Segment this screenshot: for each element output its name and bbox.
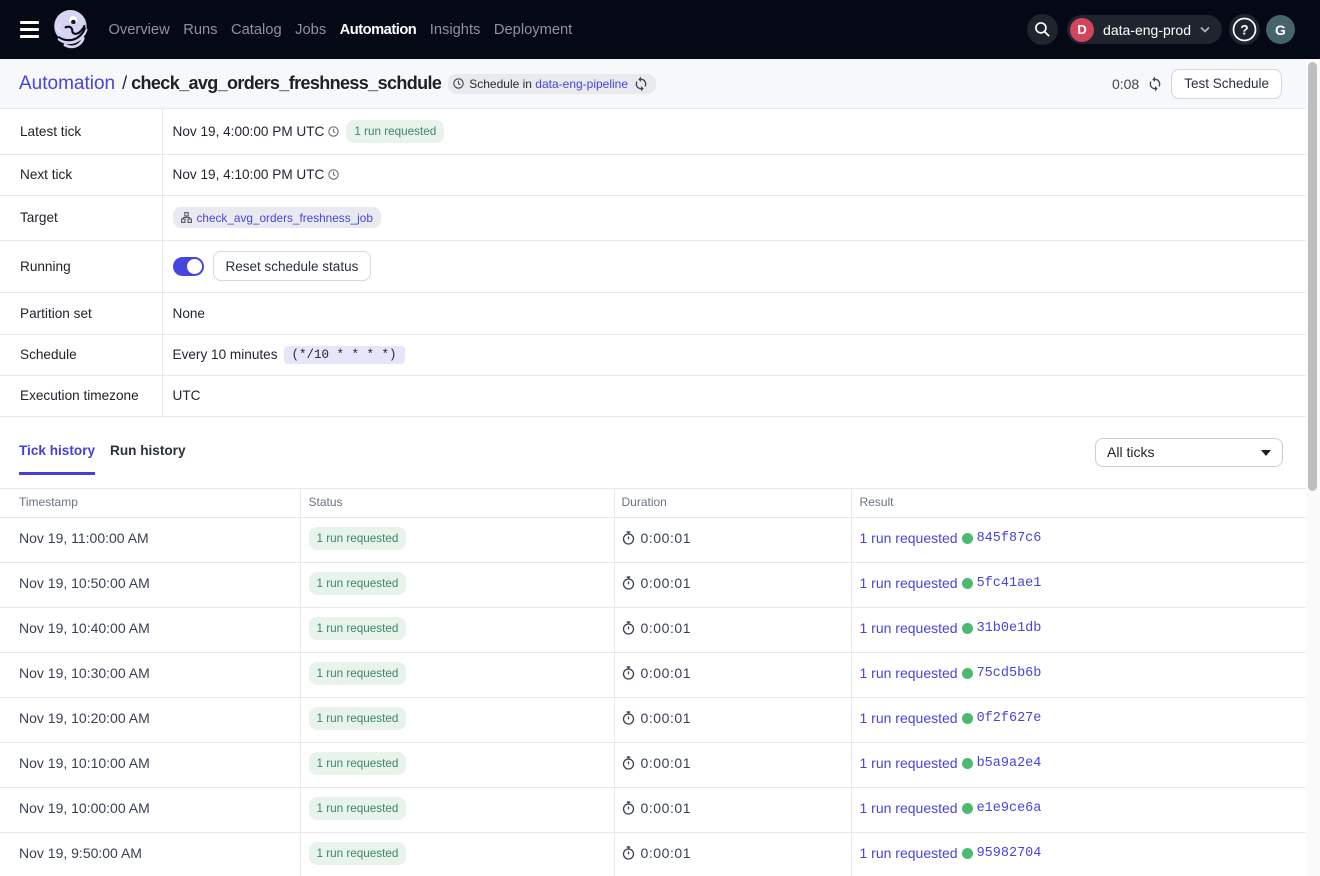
svg-text:?: ? <box>1240 23 1248 38</box>
